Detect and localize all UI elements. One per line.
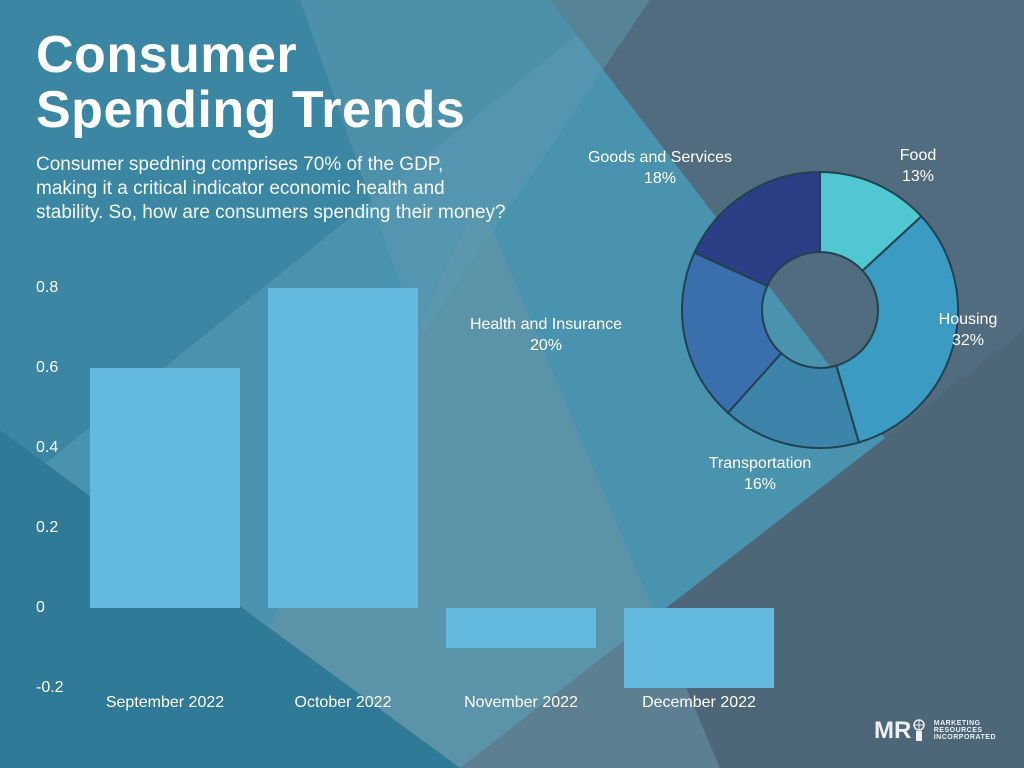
logo-mark: M R	[874, 716, 928, 744]
bar	[90, 368, 240, 608]
svg-text:R: R	[894, 717, 911, 744]
donut-slice-label: Housing32%	[939, 310, 998, 352]
logo-line1: MARKETING	[934, 720, 996, 727]
logo-line2: RESOURCES	[934, 727, 996, 734]
title-line2: Spending Trends	[36, 81, 465, 139]
logo: M R MARKETING RESOURCES INCORPORATED	[874, 716, 996, 744]
bar-chart: -0.200.20.40.60.8 September 2022October …	[36, 288, 536, 728]
svg-text:M: M	[874, 717, 894, 744]
logo-text: MARKETING RESOURCES INCORPORATED	[934, 720, 996, 741]
title-line1: Consumer	[36, 26, 297, 84]
donut-slice-label: Transportation16%	[709, 454, 812, 496]
bar-category-label: October 2022	[295, 694, 392, 712]
bar-chart-y-axis: -0.200.20.40.60.8	[36, 288, 82, 688]
bar-chart-ytick: 0	[36, 599, 76, 617]
bar	[624, 608, 774, 688]
bar-chart-ytick: -0.2	[36, 679, 76, 697]
bar	[268, 288, 418, 608]
bar-category-label: September 2022	[106, 694, 224, 712]
bar-chart-ytick: 0.2	[36, 519, 76, 537]
donut-slice-label: Health and Insurance20%	[470, 315, 622, 357]
bar-chart-ytick: 0.8	[36, 279, 76, 297]
page-title: Consumer Spending Trends	[36, 28, 988, 137]
bar-chart-ytick: 0.4	[36, 439, 76, 457]
bar-category-label: November 2022	[464, 694, 578, 712]
subtitle-text: Consumer spedning comprises 70% of the G…	[36, 153, 506, 224]
logo-line3: INCORPORATED	[934, 734, 996, 741]
bar	[446, 608, 596, 648]
bar-chart-ytick: 0.6	[36, 359, 76, 377]
bar-category-label: December 2022	[642, 694, 756, 712]
